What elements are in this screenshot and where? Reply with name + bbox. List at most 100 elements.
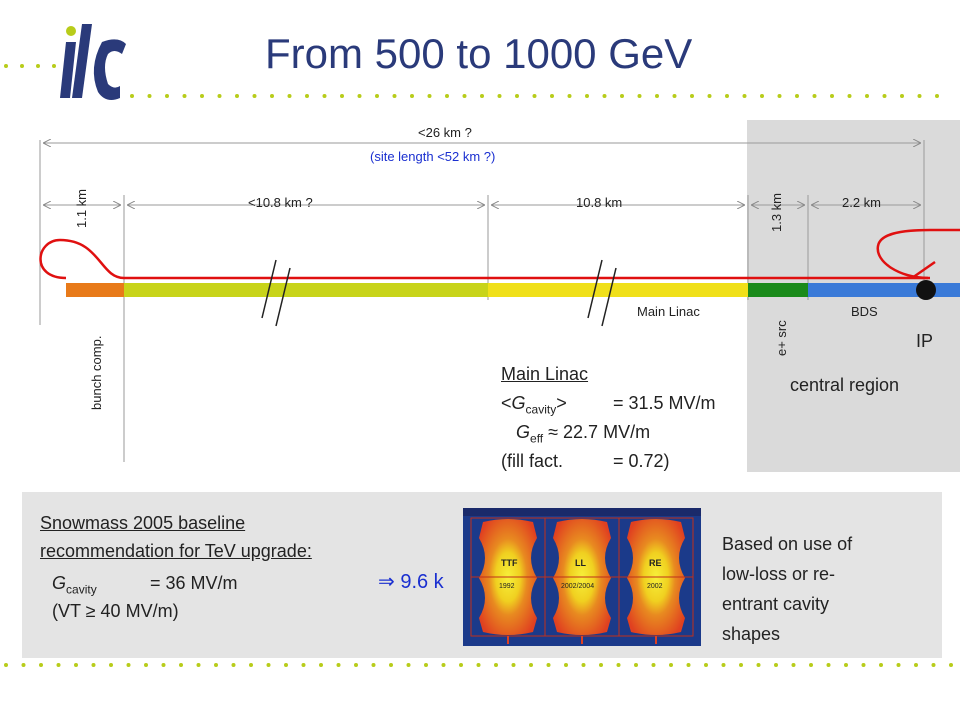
- decor-dot: [476, 663, 481, 667]
- decor-dot: [917, 94, 922, 98]
- decor-dot: [756, 663, 761, 667]
- cavity-label-ttf: TTF: [501, 558, 518, 568]
- cavity-shapes-image: TTF LL RE 1992 2002/2004 2002: [463, 508, 701, 646]
- decor-dot: [861, 663, 866, 667]
- decor-dot: [532, 94, 537, 98]
- decor-dot: [217, 94, 222, 98]
- decor-dot: [847, 94, 852, 98]
- decor-dot: [879, 663, 883, 667]
- decor-dot: [126, 663, 131, 667]
- top-dot-row: [4, 64, 939, 98]
- page-title: From 500 to 1000 GeV: [265, 30, 693, 77]
- decor-dot: [56, 663, 61, 667]
- decor-dot: [182, 94, 187, 98]
- decor-dot: [585, 94, 589, 98]
- decor-dot: [4, 64, 8, 68]
- snowmass-gcavity: Gcavity: [52, 573, 97, 597]
- decor-dot: [581, 663, 586, 667]
- decor-dot: [354, 663, 358, 667]
- main-linac-label: Main Linac: [637, 304, 700, 319]
- decor-dot: [931, 663, 936, 667]
- decor-dot: [546, 663, 551, 667]
- geff-param: Geff ≈ 22.7 MV/m: [516, 422, 651, 446]
- decor-dot: [567, 94, 572, 98]
- cavity-label-ll: LL: [575, 558, 586, 568]
- decor-dot: [74, 663, 78, 667]
- decor-dot: [830, 94, 834, 98]
- decor-dot: [651, 663, 656, 667]
- decor-dot: [760, 94, 764, 98]
- decor-dot: [39, 663, 43, 667]
- decor-dot: [480, 94, 484, 98]
- decor-dot: [130, 94, 134, 98]
- snowmass-line2: recommendation for TeV upgrade:: [40, 541, 312, 561]
- positron-label: e+ src: [774, 320, 789, 356]
- decor-dot: [357, 94, 362, 98]
- decor-dot: [742, 94, 747, 98]
- fill-factor-value: = 0.72): [613, 451, 670, 471]
- decor-dot: [270, 94, 274, 98]
- decor-dot: [812, 94, 817, 98]
- total-length-label: <26 km ?: [418, 125, 472, 140]
- decor-dot: [231, 663, 236, 667]
- decor-dot: [620, 94, 624, 98]
- note-line-4: shapes: [722, 624, 781, 644]
- decor-dot: [791, 663, 796, 667]
- decor-dot: [550, 94, 554, 98]
- decor-dot: [599, 663, 603, 667]
- decor-dot: [882, 94, 887, 98]
- bunch-comp-length-label: 1.1 km: [74, 188, 89, 228]
- decor-dot: [336, 663, 341, 667]
- decor-dot: [459, 663, 463, 667]
- decor-dot: [655, 94, 659, 98]
- decor-dot: [515, 94, 519, 98]
- decor-dot: [52, 64, 56, 68]
- decor-dot: [707, 94, 712, 98]
- snowmass-gcavity-value: = 36 MV/m: [150, 573, 238, 593]
- snowmass-result: ⇒ 9.6 k: [378, 571, 444, 593]
- decor-dot: [795, 94, 799, 98]
- ip-marker: [916, 280, 936, 300]
- central-region-label: central region: [790, 375, 900, 395]
- bunch-comp-label: bunch comp.: [89, 335, 104, 410]
- decor-dot: [865, 94, 869, 98]
- decor-dot: [809, 663, 813, 667]
- decor-dot: [144, 663, 148, 667]
- gcavity-value: = 31.5 MV/m: [613, 393, 716, 413]
- decor-dot: [900, 94, 904, 98]
- gcavity-param: <Gcavity>: [501, 393, 567, 417]
- decor-dot: [529, 663, 533, 667]
- decor-dot: [602, 94, 607, 98]
- bunch-comp-segment: [66, 283, 124, 297]
- decor-dot: [340, 94, 344, 98]
- decor-dot: [252, 94, 257, 98]
- decor-dot: [91, 663, 96, 667]
- decor-dot: [287, 94, 292, 98]
- decor-dot: [406, 663, 411, 667]
- decor-dot: [4, 663, 8, 667]
- decor-dot: [301, 663, 306, 667]
- decor-dot: [494, 663, 498, 667]
- cavity-label-re: RE: [649, 558, 662, 568]
- decor-dot: [564, 663, 568, 667]
- decor-dot: [200, 94, 204, 98]
- decor-dot: [392, 94, 397, 98]
- upgrade-length-label: <10.8 km ?: [248, 195, 313, 210]
- decor-dot: [161, 663, 166, 667]
- bds-segment: [808, 283, 960, 297]
- ip-label: IP: [916, 331, 934, 351]
- break-mark-2a: [587, 259, 603, 319]
- decor-dot: [319, 663, 323, 667]
- bottom-dot-row: [4, 663, 953, 667]
- snowmass-vt: (VT ≥ 40 MV/m): [52, 601, 179, 621]
- cavity-year-re: 2002: [647, 583, 663, 590]
- decor-dot: [497, 94, 502, 98]
- decor-dot: [20, 64, 24, 68]
- fill-factor-label: (fill fact.: [501, 451, 564, 471]
- decor-dot: [616, 663, 621, 667]
- decor-dot: [179, 663, 183, 667]
- cavity-year-ttf: 1992: [499, 583, 515, 590]
- break-mark-2b: [601, 267, 617, 327]
- decor-dot: [305, 94, 309, 98]
